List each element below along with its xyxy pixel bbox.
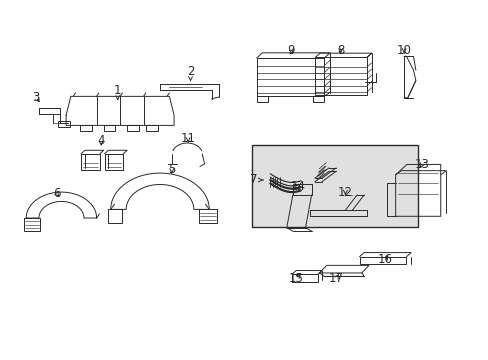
Text: 15: 15	[288, 272, 303, 285]
Bar	[81, 154, 100, 170]
Bar	[80, 125, 92, 131]
Bar	[145, 125, 157, 131]
Text: 4: 4	[98, 134, 105, 147]
Text: 14: 14	[290, 180, 305, 193]
Bar	[24, 218, 40, 231]
Text: 8: 8	[336, 44, 344, 57]
Text: 3: 3	[32, 91, 39, 104]
Bar	[251, 145, 417, 227]
Bar	[108, 210, 121, 222]
Bar	[292, 184, 311, 195]
Text: 2: 2	[186, 65, 194, 81]
Text: 7: 7	[250, 174, 263, 186]
Bar	[312, 96, 324, 102]
Bar	[292, 274, 318, 282]
Bar	[199, 210, 216, 222]
Bar	[256, 58, 324, 96]
Text: 17: 17	[328, 272, 343, 285]
Text: 16: 16	[377, 253, 392, 266]
Bar	[104, 154, 123, 170]
Text: 11: 11	[180, 132, 195, 145]
Bar	[103, 125, 115, 131]
Bar	[58, 121, 70, 127]
Bar	[127, 125, 139, 131]
Text: 5: 5	[168, 163, 175, 176]
Text: 10: 10	[396, 44, 411, 57]
Text: 9: 9	[287, 44, 295, 57]
Text: 12: 12	[337, 186, 352, 199]
Bar	[256, 96, 268, 102]
Text: 13: 13	[414, 158, 428, 171]
Bar	[359, 257, 406, 264]
Text: 1: 1	[114, 84, 121, 100]
Text: 6: 6	[53, 187, 61, 200]
Bar	[315, 57, 366, 95]
